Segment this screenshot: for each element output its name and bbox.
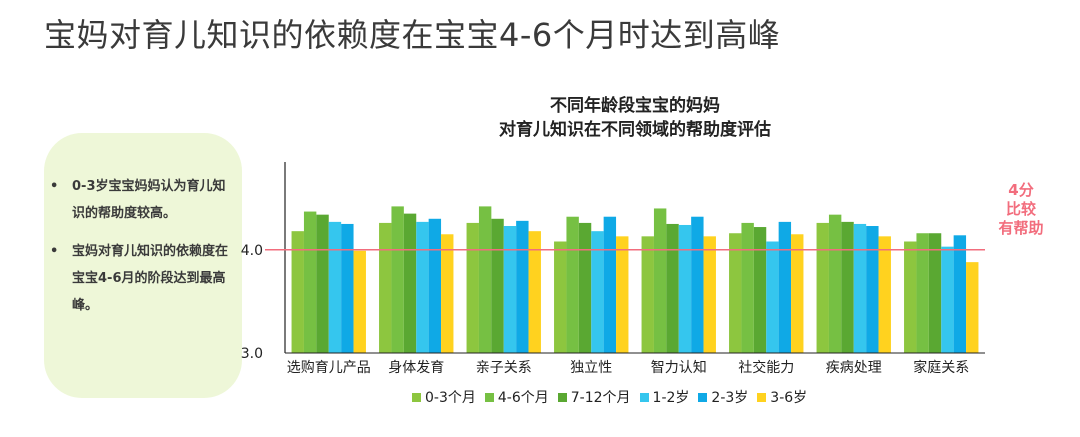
legend-item: 4-6个月 <box>484 387 549 407</box>
summary-list: • 0-3岁宝宝妈妈认为育儿知识的帮助度较高。 • 宝妈对育儿知识的依赖度在宝宝… <box>44 173 242 330</box>
legend-label: 2-3岁 <box>711 390 749 406</box>
chart-title-line: 不同年龄段宝宝的妈妈 <box>550 96 720 116</box>
bar <box>828 214 842 353</box>
y-tick-label: 3.0 <box>241 346 263 362</box>
x-tick-label: 身体发育 <box>388 360 444 376</box>
bar <box>853 223 867 353</box>
chart-title: 不同年龄段宝宝的妈妈 对育儿知识在不同领域的帮助度评估 <box>400 94 870 142</box>
reference-annotation-line: 4分 <box>1008 181 1034 199</box>
bar <box>516 220 529 353</box>
bar <box>691 216 704 353</box>
legend-item: 2-3岁 <box>698 387 748 407</box>
bar <box>591 231 604 353</box>
bar <box>291 231 304 353</box>
bullet-icon: • <box>50 179 59 194</box>
summary-callout: • 0-3岁宝宝妈妈认为育儿知识的帮助度较高。 • 宝妈对育儿知识的依赖度在宝宝… <box>44 133 242 398</box>
legend-label: 4-6个月 <box>497 390 549 406</box>
bar <box>866 226 879 353</box>
x-tick-label: 疾病处理 <box>826 360 882 376</box>
bar <box>441 234 454 353</box>
x-tick-label: 智力认知 <box>651 359 707 376</box>
bar <box>741 222 754 353</box>
bar <box>941 246 954 353</box>
bar <box>403 213 417 353</box>
x-tick-label: 亲子关系 <box>476 360 532 376</box>
bar <box>353 250 366 353</box>
bar <box>778 221 792 353</box>
legend-item: 0-3个月 <box>412 387 476 407</box>
summary-text: 0-3岁宝宝妈妈认为育儿知识的帮助度较高。 <box>72 179 226 221</box>
bar <box>653 208 667 353</box>
legend-swatch <box>698 392 708 402</box>
reference-annotation: 4分 比较 有帮助 <box>980 181 1062 238</box>
bar <box>391 206 404 353</box>
chart-legend: 0-3个月 4-6个月 7-12个月 1-2岁 2-3岁 3-6岁 <box>412 387 816 407</box>
bar <box>966 262 979 353</box>
x-tick-label: 独立性 <box>570 360 612 376</box>
legend-label: 3-6岁 <box>770 390 808 406</box>
bar <box>478 206 492 353</box>
bar <box>928 233 942 353</box>
legend-swatch <box>639 392 649 402</box>
bar <box>303 211 317 353</box>
bar <box>916 233 929 353</box>
bar <box>503 226 517 353</box>
legend-swatch <box>484 392 494 402</box>
bar <box>616 236 629 353</box>
bar <box>341 223 354 353</box>
bar <box>753 227 767 353</box>
legend-swatch <box>757 392 767 402</box>
bar <box>328 221 342 353</box>
bar <box>678 224 692 353</box>
legend-swatch <box>412 392 421 402</box>
bar <box>878 236 891 353</box>
reference-annotation-line: 比较 <box>1005 200 1036 218</box>
bar <box>703 236 716 353</box>
bar <box>316 214 329 353</box>
bar <box>641 236 654 353</box>
summary-item: • 宝妈对育儿知识的依赖度在宝宝4-6月的阶段达到最高峰。 <box>44 238 242 319</box>
bar <box>466 222 479 353</box>
bar <box>953 235 967 353</box>
y-tick-label: 4.0 <box>241 243 263 259</box>
bar <box>766 241 779 353</box>
bar <box>416 221 429 353</box>
bar <box>578 222 592 353</box>
chart-title-line: 对育儿知识在不同领域的帮助度评估 <box>499 120 771 140</box>
legend-item: 7-12个月 <box>557 387 631 407</box>
bar <box>379 222 392 353</box>
bar <box>603 216 617 353</box>
bullet-icon: • <box>50 244 59 259</box>
x-tick-label: 选购育儿产品 <box>287 360 371 376</box>
bar <box>428 218 442 353</box>
bar <box>904 241 917 353</box>
bar <box>528 231 541 353</box>
summary-text: 宝妈对育儿知识的依赖度在宝宝4-6月的阶段达到最高峰。 <box>72 244 229 313</box>
bar <box>791 234 804 353</box>
bar <box>491 218 504 353</box>
x-tick-label: 社交能力 <box>738 359 794 376</box>
bar <box>566 216 579 353</box>
summary-item: • 0-3岁宝宝妈妈认为育儿知识的帮助度较高。 <box>44 173 242 227</box>
legend-item: 1-2岁 <box>639 387 690 407</box>
legend-item: 3-6岁 <box>757 387 807 407</box>
bar <box>554 241 567 353</box>
legend-label: 1-2岁 <box>652 390 690 406</box>
bar <box>729 233 742 353</box>
legend-label: 7-12个月 <box>570 390 631 406</box>
legend-swatch <box>557 392 567 402</box>
bar <box>666 223 679 353</box>
x-tick-label: 家庭关系 <box>913 359 969 376</box>
bar-chart: 3.0 4.0 选购育儿产品 身体发育 亲子关系 独立性 智力认知 社交能力 疾病处理 家庭关系 <box>241 162 985 376</box>
page-title: 宝妈对育儿知识的依赖度在宝宝4-6个月时达到高峰 <box>44 16 781 54</box>
bar <box>841 221 854 353</box>
reference-annotation-line: 有帮助 <box>998 219 1044 237</box>
bar <box>816 222 829 353</box>
legend-label: 0-3个月 <box>425 390 476 406</box>
